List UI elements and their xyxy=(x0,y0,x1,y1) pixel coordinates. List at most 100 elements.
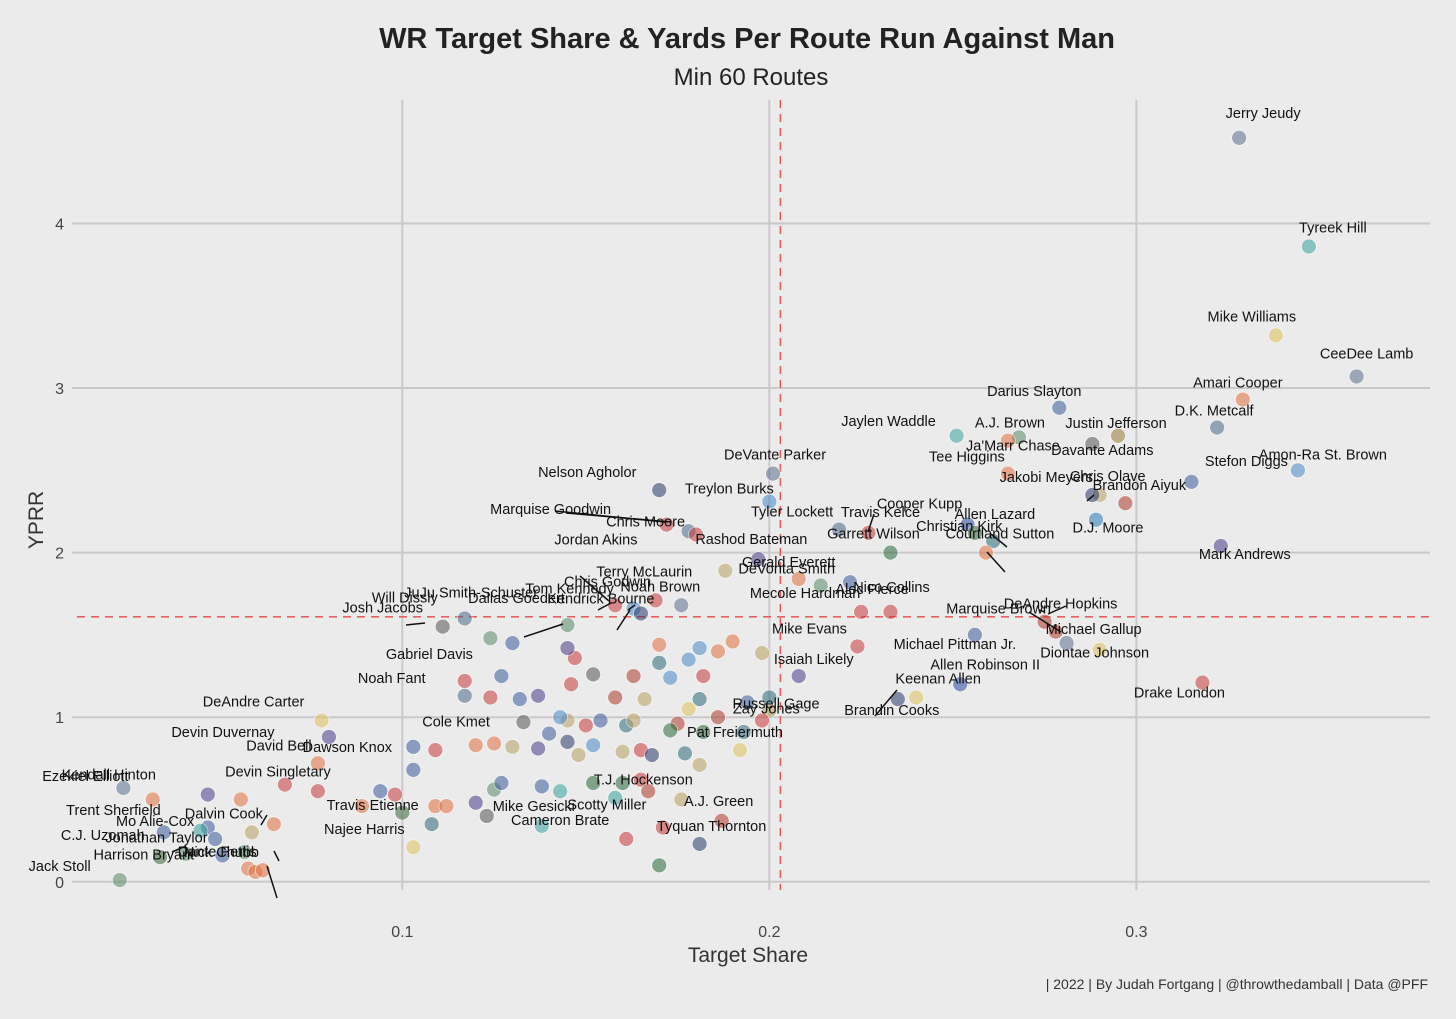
player-label: Jerry Jeudy xyxy=(1226,106,1302,122)
team-logo-point xyxy=(214,847,231,864)
player-label: Kendrick Bourne xyxy=(547,592,654,608)
team-logo-point xyxy=(761,689,778,706)
player-label: Chris Godwin xyxy=(564,574,651,590)
team-logo-point xyxy=(405,761,422,778)
team-logo-point xyxy=(504,635,521,652)
team-logo-point xyxy=(640,783,657,800)
team-logo-point xyxy=(688,526,704,543)
label-leader-line xyxy=(579,575,610,602)
player-label: Zay Jones xyxy=(733,701,800,717)
team-logo-point xyxy=(1000,465,1016,482)
team-logo-point xyxy=(559,640,576,656)
y-tick-label: 2 xyxy=(55,546,64,563)
team-logo-point xyxy=(530,687,547,704)
player-label: Amon-Ra St. Brown xyxy=(1259,447,1387,463)
team-logo-point xyxy=(662,669,679,686)
label-leader-line xyxy=(523,623,564,638)
player-label: Kendall Hinton xyxy=(62,767,156,783)
label-leader-line xyxy=(616,609,631,631)
player-label: Mo Alie-Cox xyxy=(116,814,195,830)
player-label: Najee Harris xyxy=(324,822,405,838)
team-logo-point xyxy=(467,794,484,811)
team-logo-point xyxy=(1209,419,1226,436)
team-logo-point xyxy=(625,668,642,684)
team-logo-point xyxy=(585,666,602,683)
team-logo-point xyxy=(577,717,594,734)
team-logo-point xyxy=(456,673,473,689)
team-logo-point xyxy=(394,804,411,821)
player-label: Brandon Aiyuk xyxy=(1093,478,1187,494)
team-logo-point xyxy=(423,816,440,833)
team-logo-point xyxy=(1051,399,1068,416)
team-logo-point xyxy=(614,775,631,791)
team-logo-point xyxy=(482,630,499,647)
label-leader-line xyxy=(627,604,636,611)
team-logo-point xyxy=(754,712,770,729)
team-logo-point xyxy=(625,712,642,729)
player-label: Josh Jacobs xyxy=(342,601,423,617)
label-leader-line xyxy=(597,602,612,611)
player-label: Dawson Knox xyxy=(303,740,393,756)
team-logo-point xyxy=(570,747,587,763)
team-logo-point xyxy=(207,831,224,847)
label-leader-line xyxy=(1038,609,1046,613)
player-label: DeAndre Hopkins xyxy=(1004,597,1118,613)
team-logo-point xyxy=(607,789,624,806)
team-logo-point xyxy=(1091,641,1108,658)
reference-lines xyxy=(77,100,1430,890)
team-logo-point xyxy=(651,636,668,653)
team-logo-point xyxy=(677,745,693,762)
player-label: Stefon Diggs xyxy=(1205,454,1288,470)
team-logo-point xyxy=(651,857,668,874)
team-logo-point xyxy=(387,786,403,803)
team-logo-point xyxy=(812,577,829,594)
team-logo-point xyxy=(1234,391,1251,408)
team-logo-point xyxy=(655,819,671,836)
team-logo-point xyxy=(585,737,602,754)
team-logo-point xyxy=(592,712,609,729)
player-label: Amari Cooper xyxy=(1193,376,1283,392)
team-logo-point xyxy=(691,757,708,773)
team-logo-point xyxy=(889,691,906,707)
team-logo-point xyxy=(710,643,726,660)
team-logo-point xyxy=(735,724,752,740)
team-logo-point xyxy=(1000,432,1016,449)
team-logo-point xyxy=(155,824,172,841)
team-logo-point xyxy=(236,844,253,861)
player-label: Trent Sherfield xyxy=(66,803,161,819)
team-logo-point xyxy=(265,816,282,833)
player-label: Jakobi Meyers xyxy=(1000,470,1093,486)
team-logo-point xyxy=(456,687,473,704)
player-label: Cole Kmet xyxy=(422,715,490,731)
team-logo-point xyxy=(882,544,899,561)
player-label: Alec Pierce xyxy=(835,582,908,598)
team-logo-point xyxy=(310,783,326,800)
player-label: Davante Adams xyxy=(1051,443,1153,459)
player-label: Nick Chubb xyxy=(184,845,259,861)
x-axis-title: Target Share xyxy=(688,944,808,967)
team-logo-point xyxy=(152,849,168,865)
team-logo-point xyxy=(1058,635,1075,652)
data-points xyxy=(111,129,1365,889)
player-label: Mecole Hardman xyxy=(750,586,860,602)
player-label: Diontae Johnson xyxy=(1040,646,1149,662)
player-label: Allen Lazard xyxy=(955,507,1036,523)
player-label: Tyreek Hill xyxy=(1299,220,1367,236)
team-logo-point xyxy=(1117,495,1134,512)
team-logo-point xyxy=(732,742,748,759)
team-logo-point xyxy=(1084,436,1101,452)
player-label: A.J. Brown xyxy=(975,415,1045,431)
team-logo-point xyxy=(530,740,547,757)
team-logo-point xyxy=(614,743,631,760)
label-leader-line xyxy=(990,533,1008,548)
label-leader-line xyxy=(266,865,278,899)
player-label: Mike Evans xyxy=(772,621,847,637)
player-label: Keenan Allen xyxy=(895,671,980,687)
chart-caption: | 2022 | By Judah Fortgang | @throwtheda… xyxy=(1046,976,1428,992)
team-logo-point xyxy=(680,651,697,668)
team-logo-point xyxy=(321,729,337,745)
team-logo-point xyxy=(1194,674,1211,691)
team-logo-point xyxy=(456,610,473,627)
y-tick-label: 3 xyxy=(55,381,64,398)
